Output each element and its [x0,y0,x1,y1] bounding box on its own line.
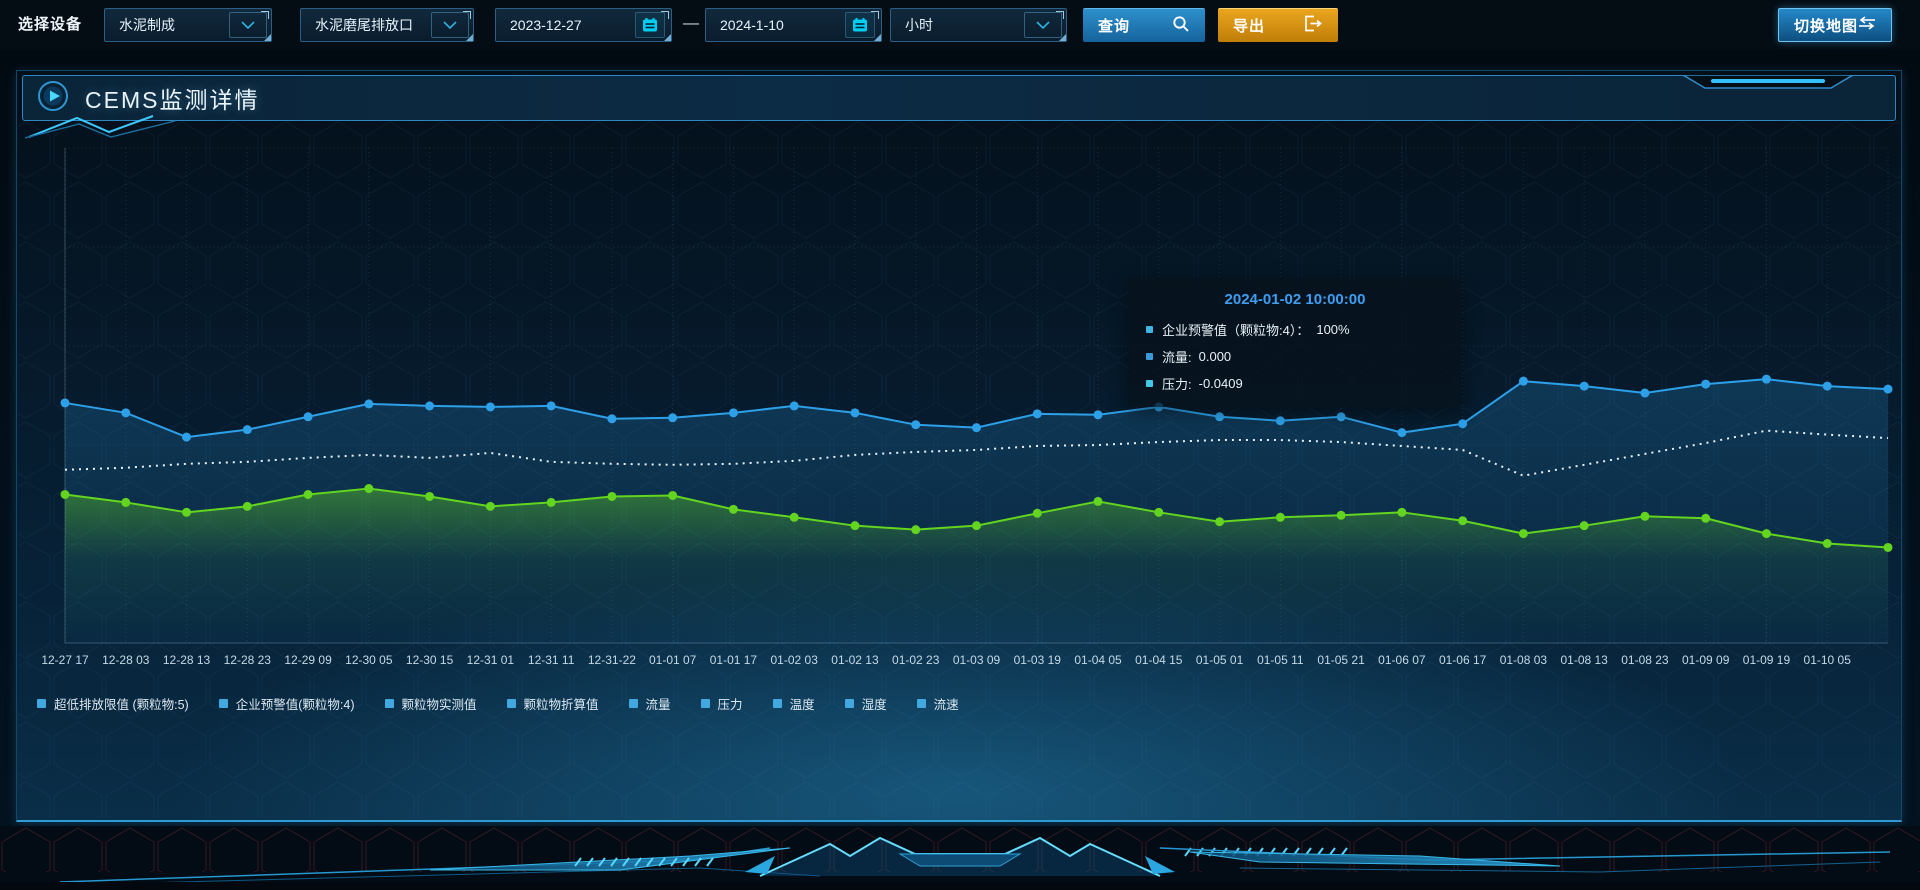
legend-label: 超低排放限值 (颗粒物:5) [54,698,189,712]
chevron-down-icon[interactable] [431,12,469,38]
titlebar-notch-decoration [1680,74,1856,98]
export-button-label: 导出 [1233,18,1266,35]
calendar-icon[interactable] [635,12,665,38]
legend-item[interactable]: 颗粒物实测值 [384,694,477,713]
legend-item[interactable]: 企业预警值(颗粒物:4) [218,694,355,713]
chevron-down-icon[interactable] [229,12,267,38]
interval-select-value: 小时 [905,17,933,33]
legend-item[interactable]: 流速 [916,694,959,713]
tooltip-timestamp: 2024-01-02 10:00:00 [1224,291,1366,308]
tooltip-series-label: 企业预警值（颗粒物:4）： [1162,323,1310,338]
tooltip-series-value: 0.000 [1198,349,1232,364]
query-button[interactable]: 查询 [1083,8,1205,42]
legend-label: 温度 [789,698,815,712]
start-date-value: 2023-12-27 [510,17,582,33]
legend-item[interactable]: 颗粒物折算值 [506,694,599,713]
outlet-select-value: 水泥磨尾排放口 [315,17,413,33]
legend-marker [37,699,46,708]
tooltip-series-value: -0.0409 [1198,376,1243,391]
titlebar-corner-decoration [24,113,185,144]
export-icon [1304,15,1323,36]
chevron-down-icon[interactable] [1024,12,1062,38]
legend-marker [218,699,228,708]
panel-titlebar: CEMS监测详情 [22,74,1896,121]
device-select-label: 选择设备 [18,16,83,33]
process-select-value: 水泥制成 [119,17,175,33]
outlet-select[interactable]: 水泥磨尾排放口 [300,8,474,42]
legend-marker [384,699,394,708]
end-date-picker[interactable]: 2024-1-10 [705,8,882,42]
legend-item[interactable]: 湿度 [844,694,887,713]
legend-label: 流量 [645,698,671,712]
start-date-picker[interactable]: 2023-12-27 [495,8,672,42]
tooltip-series-marker [1146,380,1153,387]
legend-marker [506,699,516,708]
tooltip-row: 流量: 0.000 [1146,347,1444,366]
legend-label: 压力 [717,698,743,712]
tooltip-row: 企业预警值（颗粒物:4）： 100% [1146,320,1444,339]
interval-select[interactable]: 小时 [890,8,1067,42]
date-range-separator: — [683,15,699,32]
legend-marker [700,699,710,708]
legend-label: 颗粒物实测值 [401,698,477,712]
export-button[interactable]: 导出 [1218,8,1338,42]
swap-arrows-icon [1858,16,1876,34]
chart-legend: 超低排放限值 (颗粒物:5) 企业预警值(颗粒物:4) 颗粒物实测值 颗粒物折算值 流量… [37,694,959,713]
legend-marker [844,699,854,708]
legend-item[interactable]: 压力 [700,694,743,713]
switch-map-label: 切换地图 [1794,17,1859,35]
query-button-label: 查询 [1098,18,1131,35]
legend-marker [772,699,782,708]
play-icon [37,80,69,117]
legend-item[interactable]: 温度 [772,694,815,713]
footer-decoration [0,826,1920,890]
legend-marker [628,699,638,708]
switch-map-button[interactable]: 切换地图 [1778,8,1892,42]
tooltip-series-marker [1146,353,1153,360]
toolbar: 选择设备 水泥制成 水泥磨尾排放口 2023-12-27 [0,0,1920,50]
tooltip-series-label: 压力: [1162,377,1192,392]
tooltip-series-value: 100% [1316,322,1350,337]
legend-label: 企业预警值(颗粒物:4) [235,698,355,712]
legend-label: 流速 [933,698,959,712]
tooltip-row: 压力: -0.0409 [1146,374,1444,393]
legend-label: 湿度 [861,698,887,712]
chart-tooltip: 2024-01-02 10:00:00 企业预警值（颗粒物:4）： 100% 流量:… [1128,278,1462,407]
calendar-icon[interactable] [845,12,875,38]
legend-label: 颗粒物折算值 [523,698,599,712]
legend-item[interactable]: 流量 [628,694,671,713]
legend-marker [916,699,926,708]
tooltip-series-marker [1146,326,1153,333]
panel-title: CEMS监测详情 [85,87,260,113]
tooltip-series-label: 流量: [1162,350,1192,365]
legend-item[interactable]: 超低排放限值 (颗粒物:5) [37,694,189,713]
search-icon [1172,15,1190,37]
process-select[interactable]: 水泥制成 [104,8,272,42]
end-date-value: 2024-1-10 [720,17,784,33]
